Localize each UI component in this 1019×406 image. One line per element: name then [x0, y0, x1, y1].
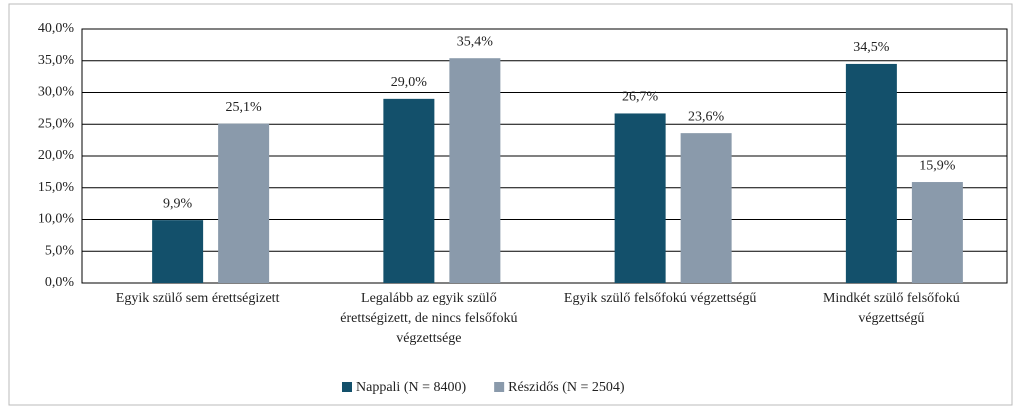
x-tick-label: Legalább az egyik szülő érettségizett, d… — [340, 291, 518, 346]
y-tick-label: 0,0% — [45, 275, 75, 290]
y-tick-label: 15,0% — [38, 180, 75, 195]
x-tick-label: Egyik szülő felsőfokú végzettségű — [563, 291, 757, 306]
data-label: 26,7% — [622, 90, 659, 105]
data-label: 35,4% — [457, 34, 494, 49]
bar — [152, 220, 204, 283]
data-label: 25,1% — [226, 100, 263, 115]
y-tick-label: 5,0% — [45, 243, 75, 258]
legend-label: Nappali (N = 8400) — [356, 380, 466, 395]
data-label: 34,5% — [853, 40, 890, 55]
y-tick-label: 20,0% — [38, 148, 75, 163]
legend-swatch — [342, 382, 352, 392]
bar — [614, 113, 666, 283]
data-label: 23,6% — [688, 109, 725, 124]
data-label: 15,9% — [919, 158, 956, 173]
bar — [911, 182, 963, 283]
y-tick-label: 30,0% — [38, 85, 75, 100]
chart-frame — [8, 3, 1013, 406]
bar — [449, 58, 501, 284]
y-tick-label: 25,0% — [38, 116, 75, 131]
legend-label: Részidős (N = 2504) — [508, 380, 625, 395]
bar — [680, 133, 732, 283]
bar — [218, 123, 270, 284]
data-label: 9,9% — [163, 196, 193, 211]
y-tick-label: 40,0% — [38, 21, 75, 36]
legend-swatch — [494, 382, 505, 392]
y-tick-label: 35,0% — [38, 53, 75, 68]
y-tick-label: 10,0% — [38, 212, 75, 227]
data-label: 29,0% — [391, 75, 428, 90]
bar — [845, 63, 897, 283]
bar — [383, 98, 435, 283]
plot-frame — [81, 28, 1008, 284]
x-tick-label: Mindkét szülő felsőfokú végzettségű — [822, 291, 960, 326]
x-tick-label: Egyik szülő sem érettségizett — [115, 291, 280, 306]
